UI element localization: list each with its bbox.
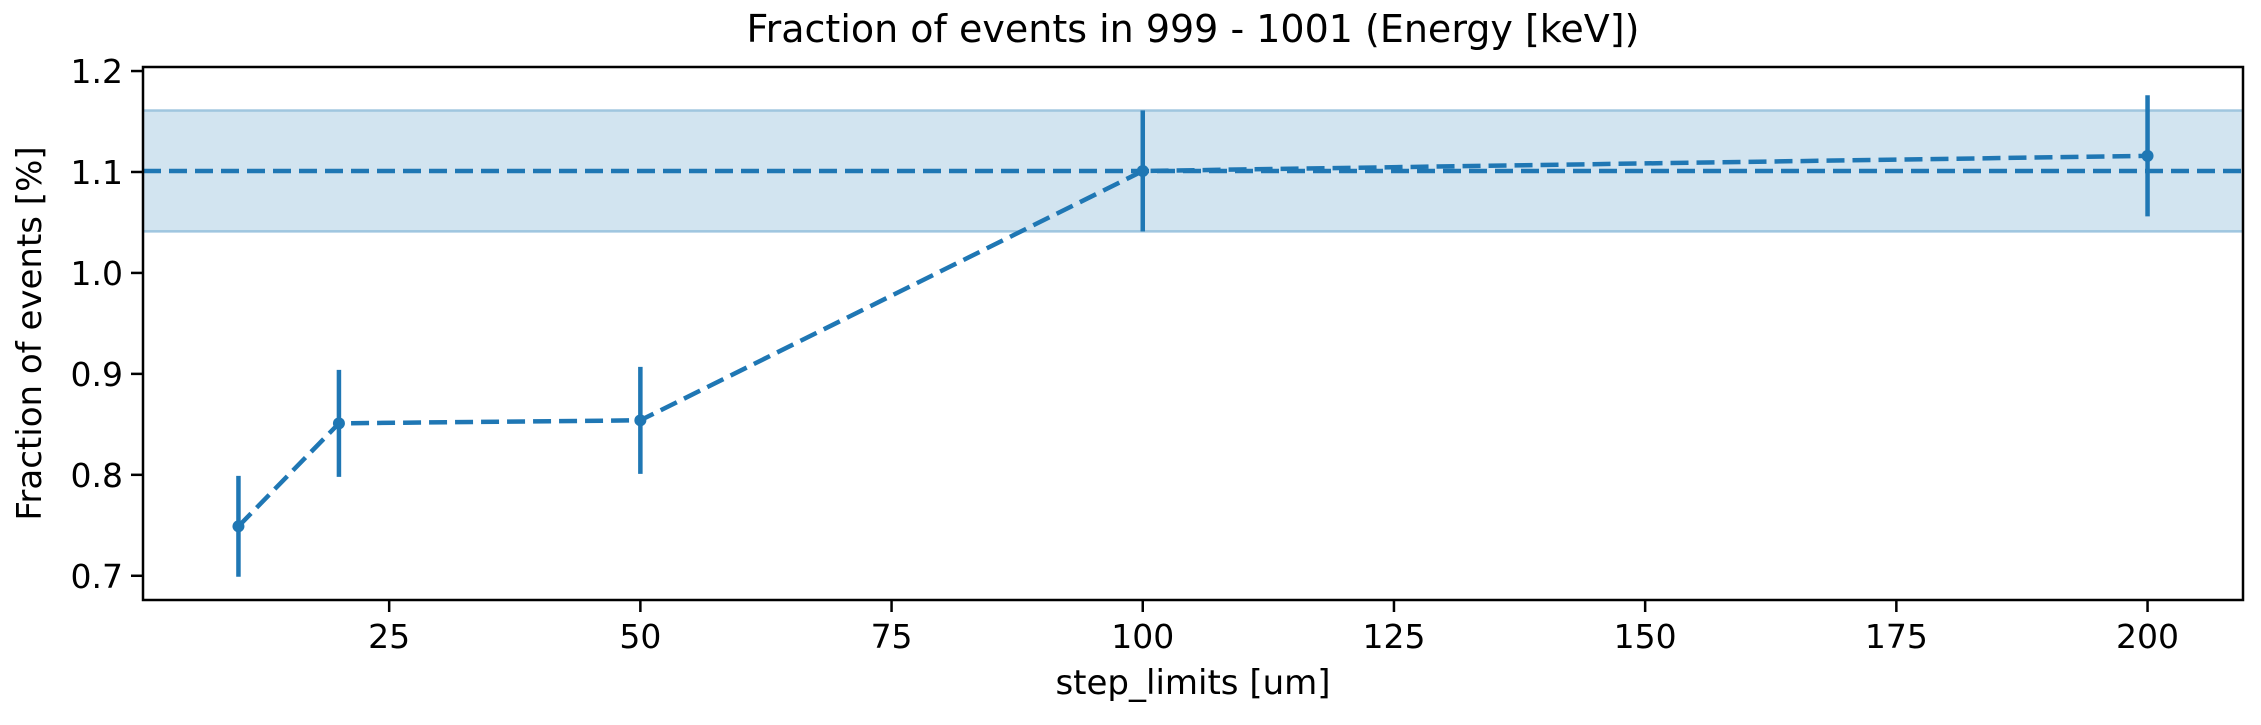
x-tick-label: 125	[1362, 617, 1425, 656]
data-point-marker	[634, 414, 647, 427]
y-tick-label: 0.9	[71, 355, 123, 394]
x-tick-label: 75	[871, 617, 913, 656]
y-tick-label: 1.1	[71, 153, 123, 192]
data-point-marker	[232, 520, 245, 533]
y-tick-label: 0.7	[71, 557, 123, 596]
y-tick-label: 1.0	[71, 254, 123, 293]
data-point-marker	[1136, 164, 1149, 177]
axes-border	[141, 65, 2245, 602]
y-tick-label: 1.2	[71, 52, 123, 91]
x-tick-label: 100	[1111, 617, 1174, 656]
x-tick-label: 150	[1614, 617, 1677, 656]
x-tick-label: 50	[619, 617, 661, 656]
x-tick-label: 25	[368, 617, 410, 656]
data-point-marker	[332, 417, 345, 430]
y-tick-label: 0.8	[71, 456, 123, 495]
data-point-marker	[2141, 149, 2154, 162]
x-axis-label: step_limits [um]	[1055, 663, 1331, 703]
x-tick-label: 175	[1865, 617, 1928, 656]
y-axis-label: Fraction of events [%]	[10, 146, 50, 521]
chart-title: Fraction of events in 999 - 1001 (Energy…	[746, 7, 1640, 51]
x-tick-label: 200	[2116, 617, 2179, 656]
